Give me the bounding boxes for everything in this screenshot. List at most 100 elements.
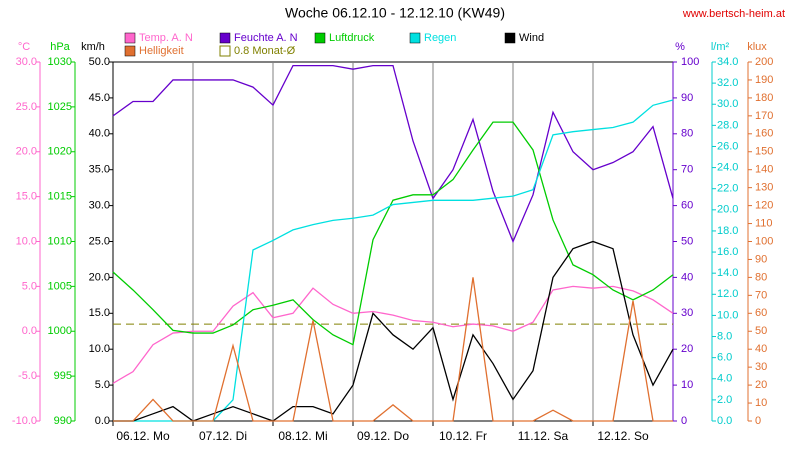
y-tick-label: 90 xyxy=(755,253,767,265)
y-tick-label: 15.0 xyxy=(16,191,37,203)
y-tick-label: 1005 xyxy=(48,280,72,292)
y-tick-label: 180 xyxy=(755,92,773,104)
y-tick-label: 2.0 xyxy=(717,394,732,406)
y-tick-label: 34.0 xyxy=(717,56,738,68)
legend-swatch xyxy=(409,32,421,44)
y-tick-label: 16.0 xyxy=(717,246,738,258)
legend-swatch xyxy=(219,32,231,44)
series-line xyxy=(112,121,674,346)
y-tick-label: 0.0 xyxy=(717,415,732,427)
y-tick-label: 170 xyxy=(755,110,773,122)
legend-label: Temp. A. N xyxy=(139,32,193,44)
y-tick-label: 100 xyxy=(681,56,699,68)
y-tick-label: 995 xyxy=(54,370,72,382)
y-tick-label: 25.0 xyxy=(89,235,110,247)
y-tick-label: 30.0 xyxy=(16,56,37,68)
y-tick-label: 160 xyxy=(755,128,773,140)
legend-swatch xyxy=(504,32,516,44)
source: www.bertsch-heim.at xyxy=(682,8,785,20)
y-tick-label: 35.0 xyxy=(89,164,110,176)
y-tick-label: 1010 xyxy=(48,235,72,247)
y-tick-label: 0.0 xyxy=(95,415,110,427)
y-tick-label: 10.0 xyxy=(717,309,738,321)
series-line xyxy=(113,240,674,422)
y-tick-label: 140 xyxy=(755,164,773,176)
y-tick-label: 40 xyxy=(755,343,767,355)
legend-swatch xyxy=(124,45,136,57)
x-tick-label: 12.12. So xyxy=(597,429,649,443)
legend-label: Luftdruck xyxy=(329,32,375,44)
chart-title: Woche 06.12.10 - 12.12.10 (KW49) xyxy=(285,5,505,21)
x-tick-label: 08.12. Mi xyxy=(278,429,327,443)
y-tick-label: 26.0 xyxy=(717,140,738,152)
y-tick-label: 24.0 xyxy=(717,161,738,173)
y-tick-label: 22.0 xyxy=(717,183,738,195)
y-tick-label: 5.0 xyxy=(95,379,110,391)
y-tick-label: 130 xyxy=(755,182,773,194)
y-tick-label: 32.0 xyxy=(717,77,738,89)
y-tick-label: 1000 xyxy=(48,325,72,337)
x-tick-label: 10.12. Fr xyxy=(439,429,487,443)
y-tick-label: 30 xyxy=(755,361,767,373)
y-tick-label: 4.0 xyxy=(717,373,732,385)
legend-label: Wind xyxy=(519,32,544,44)
y-tick-label: 120 xyxy=(755,200,773,212)
y-tick-label: 10 xyxy=(755,397,767,409)
y-tick-label: 70 xyxy=(681,164,693,176)
y-tick-label: 40 xyxy=(681,271,693,283)
y-tick-label: 28.0 xyxy=(717,119,738,131)
series-line xyxy=(112,64,674,244)
x-tick-label: 06.12. Mo xyxy=(116,429,170,443)
y-tick-label: 80 xyxy=(755,271,767,283)
y-tick-label: 70 xyxy=(755,289,767,301)
y-axis-unit: km/h xyxy=(81,41,105,53)
y-tick-label: 10.0 xyxy=(16,235,37,247)
y-tick-label: 90 xyxy=(681,92,693,104)
y-tick-label: 10 xyxy=(681,379,693,391)
y-tick-label: 45.0 xyxy=(89,92,110,104)
y-tick-label: 6.0 xyxy=(717,352,732,364)
y-tick-label: 5.0 xyxy=(22,280,37,292)
y-tick-label: 1020 xyxy=(48,146,72,158)
y-tick-label: 18.0 xyxy=(717,225,738,237)
y-tick-label: 1030 xyxy=(48,56,72,68)
y-axis-unit: % xyxy=(675,41,685,53)
y-tick-label: 60 xyxy=(755,307,767,319)
series-line xyxy=(113,277,673,422)
y-tick-label: 20 xyxy=(681,343,693,355)
y-tick-label: 12.0 xyxy=(717,288,738,300)
y-tick-label: 0 xyxy=(755,415,761,427)
y-axis-unit: °C xyxy=(18,41,30,53)
y-tick-label: 30.0 xyxy=(717,98,738,110)
series-line xyxy=(112,285,674,384)
plot-area xyxy=(112,61,674,422)
y-tick-label: 30.0 xyxy=(89,200,110,212)
y-tick-label: 8.0 xyxy=(717,330,732,342)
y-tick-label: 50 xyxy=(755,325,767,337)
y-tick-label: 0 xyxy=(681,415,687,427)
y-tick-label: 10.0 xyxy=(89,343,110,355)
legend-swatch xyxy=(219,45,231,57)
y-tick-label: 200 xyxy=(755,56,773,68)
y-tick-label: 20.0 xyxy=(717,204,738,216)
y-tick-label: -10.0 xyxy=(12,415,37,427)
y-tick-label: 190 xyxy=(755,74,773,86)
legend-swatch xyxy=(124,32,136,44)
y-tick-label: 0.0 xyxy=(22,325,37,337)
x-tick-label: 07.12. Di xyxy=(199,429,247,443)
y-tick-label: 80 xyxy=(681,128,693,140)
y-tick-label: 990 xyxy=(54,415,72,427)
y-tick-label: 30 xyxy=(681,307,693,319)
legend-swatch xyxy=(314,32,326,44)
legend-label: Regen xyxy=(424,32,456,44)
y-tick-label: 100 xyxy=(755,235,773,247)
legend-label: Helligkeit xyxy=(139,45,184,57)
y-tick-label: 20.0 xyxy=(16,146,37,158)
y-tick-label: 40.0 xyxy=(89,128,110,140)
y-tick-label: 20 xyxy=(755,379,767,391)
y-tick-label: 1025 xyxy=(48,101,72,113)
y-tick-label: 110 xyxy=(755,217,773,229)
x-tick-label: 09.12. Do xyxy=(357,429,409,443)
legend-label: 0.8 Monat-Ø xyxy=(234,45,296,57)
